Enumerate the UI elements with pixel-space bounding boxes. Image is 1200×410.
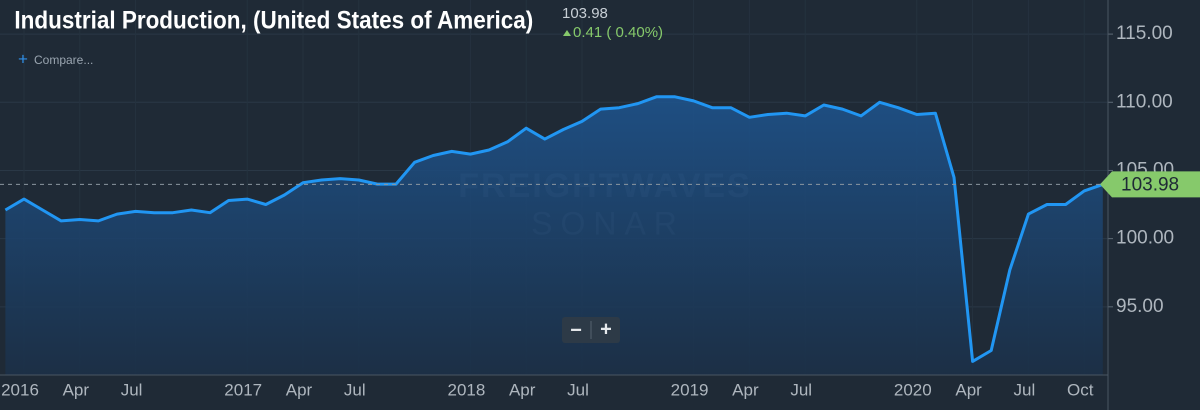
x-tick-label: Apr <box>509 380 536 399</box>
x-tick-label: Apr <box>955 380 982 399</box>
x-tick-label: 2016 <box>1 380 39 399</box>
x-tick-label: Oct <box>1067 380 1094 399</box>
x-tick-label: Jul <box>1014 380 1036 399</box>
area <box>5 96 1103 376</box>
y-tick-label: 100.00 <box>1116 228 1174 249</box>
x-tick-label: 2020 <box>894 380 932 399</box>
x-tick-label: Apr <box>286 380 313 399</box>
y-tick-label: 115.00 <box>1116 23 1173 44</box>
header-value: 103.98 <box>562 5 608 22</box>
compare-button[interactable]: Compare... <box>34 53 93 67</box>
up-arrow <box>563 30 571 36</box>
last-value-tag <box>1100 171 1200 198</box>
last-value-label: 103.98 <box>1121 174 1179 195</box>
x-tick-label: Apr <box>732 380 759 399</box>
header-change: 0.41 ( 0.40%) <box>573 24 663 41</box>
y-tick-label: 95.00 <box>1116 296 1164 317</box>
compare-plus: + <box>18 49 28 68</box>
x-tick-label: Jul <box>121 380 143 399</box>
x-tick-label: 2017 <box>224 380 262 399</box>
x-tick-label: Apr <box>63 380 90 399</box>
x-tick-label: Jul <box>344 380 366 399</box>
x-tick-label: 2019 <box>671 380 709 399</box>
zoom-in[interactable]: + <box>600 318 612 340</box>
x-tick-label: 2018 <box>447 380 485 399</box>
y-tick-label: 110.00 <box>1116 91 1173 112</box>
line <box>4 95 1104 363</box>
x-tick-label: Jul <box>790 380 812 399</box>
chart-title: Industrial Production, (United States of… <box>14 7 533 35</box>
x-tick-label: Jul <box>567 380 589 399</box>
zoom-out[interactable]: − <box>570 319 582 341</box>
